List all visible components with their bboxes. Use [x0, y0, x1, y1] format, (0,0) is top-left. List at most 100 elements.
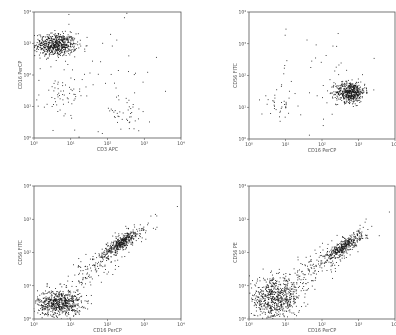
event-dot [346, 248, 348, 250]
event-dot [293, 268, 295, 270]
event-dot [71, 281, 73, 282]
event-dot [67, 38, 69, 40]
event-dot [254, 299, 256, 301]
event-dot [356, 104, 358, 106]
event-dot [62, 301, 64, 303]
event-dot [123, 239, 125, 241]
event-dot [296, 289, 298, 291]
event-dot [357, 233, 359, 235]
event-dot [271, 300, 273, 302]
event-dot [80, 267, 82, 268]
event-dot [284, 277, 286, 279]
event-dot [42, 40, 43, 42]
event-dot [120, 246, 122, 248]
event-dot [272, 100, 274, 102]
event-dot [123, 249, 125, 251]
event-dot [359, 228, 361, 230]
event-dot [339, 249, 340, 251]
event-dot [46, 58, 47, 60]
event-dot [128, 236, 130, 237]
event-dot [290, 294, 292, 296]
event-dot [345, 251, 347, 253]
event-dot [348, 88, 350, 90]
event-dot [63, 51, 65, 53]
event-dot [267, 296, 269, 298]
event-dot [68, 306, 70, 308]
event-dot [106, 260, 108, 262]
event-dot [308, 269, 310, 271]
event-dot [57, 46, 59, 48]
event-dot [54, 53, 56, 54]
event-dot [349, 243, 350, 245]
event-dot [85, 268, 87, 270]
event-dot [348, 241, 350, 243]
event-dot [274, 315, 276, 317]
plot-frame [248, 11, 396, 140]
event-dot [59, 35, 61, 37]
event-dot [253, 314, 255, 316]
event-dot [340, 249, 342, 251]
event-dot [46, 297, 48, 299]
event-dot [60, 46, 62, 48]
event-dot [119, 248, 121, 250]
event-dot [364, 83, 366, 85]
event-dot [46, 36, 48, 38]
event-dot [275, 285, 276, 287]
event-dot [60, 40, 62, 42]
event-dot [360, 234, 362, 236]
event-dot [73, 45, 75, 47]
event-dot [287, 301, 288, 303]
event-dot [125, 238, 127, 240]
event-dot [55, 304, 57, 306]
event-dot [281, 304, 283, 306]
event-dot [366, 92, 368, 94]
event-dot [354, 244, 356, 246]
event-dot [343, 94, 344, 96]
event-dot [328, 257, 330, 258]
event-dot [270, 315, 272, 317]
event-dot [355, 242, 356, 244]
event-dot [321, 270, 323, 272]
event-dot [345, 85, 347, 86]
event-dot [356, 99, 358, 101]
event-dot [274, 299, 276, 301]
event-dot [47, 57, 49, 59]
event-dot [68, 308, 70, 310]
event-dot [60, 90, 62, 92]
event-dot [268, 291, 270, 293]
event-dot [48, 309, 50, 311]
event-dot [121, 243, 123, 245]
event-dot [277, 302, 279, 304]
event-dot [53, 301, 55, 303]
event-dot [62, 45, 64, 47]
event-dot [358, 84, 360, 86]
event-dot [86, 277, 88, 279]
event-dot [348, 95, 350, 97]
event-dot [280, 284, 282, 286]
event-dot [48, 35, 50, 37]
event-dot [280, 290, 282, 292]
event-dot [119, 244, 121, 246]
event-dot [126, 232, 128, 234]
event-dot [123, 17, 125, 19]
event-dot [273, 104, 275, 106]
event-dot [62, 46, 64, 48]
event-dot [269, 311, 271, 313]
event-dot [90, 276, 92, 278]
event-dot [45, 43, 47, 45]
event-dot [275, 282, 276, 284]
event-dot [50, 46, 51, 48]
event-dot [54, 40, 56, 42]
event-dot [284, 303, 286, 304]
event-dot [285, 106, 287, 108]
event-dot [68, 49, 70, 51]
event-dot [352, 87, 354, 89]
event-dot [50, 295, 52, 297]
event-dot [126, 239, 128, 240]
event-dot [48, 53, 50, 55]
event-dot [165, 90, 166, 92]
event-dot [55, 50, 56, 52]
event-dot [46, 303, 48, 304]
event-dot [56, 45, 58, 47]
event-dot [348, 91, 349, 93]
